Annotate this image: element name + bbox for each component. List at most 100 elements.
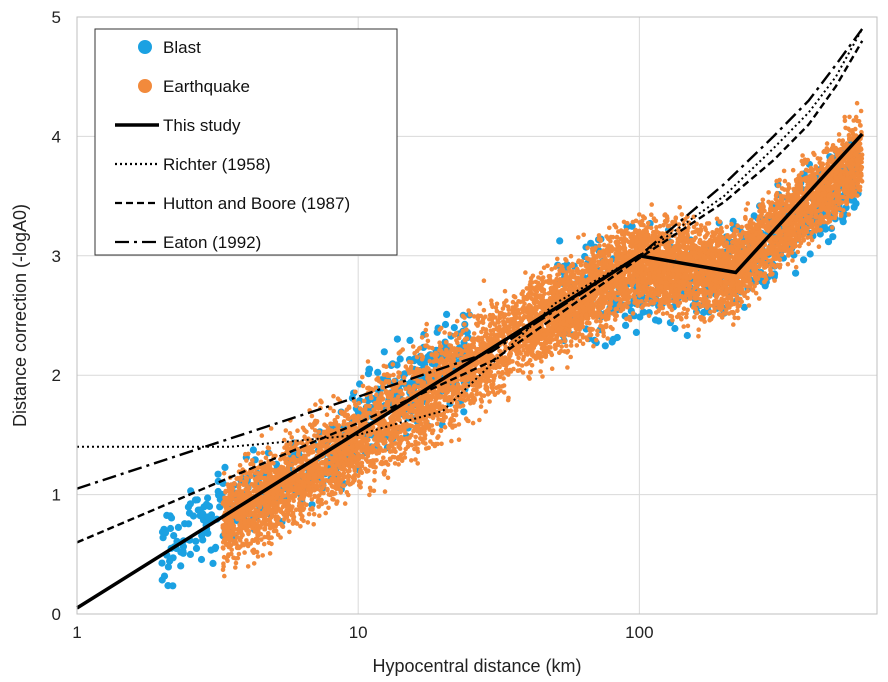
earthquake-point <box>356 400 362 406</box>
earthquake-point <box>455 353 461 358</box>
earthquake-point <box>223 495 229 501</box>
earthquake-point <box>481 373 486 379</box>
earthquake-point <box>311 449 316 455</box>
earthquake-point <box>393 433 399 439</box>
earthquake-point <box>501 390 507 395</box>
earthquake-point <box>379 404 384 409</box>
earthquake-point <box>341 483 347 489</box>
earthquake-point <box>381 429 387 435</box>
earthquake-point <box>415 384 421 390</box>
earthquake-point <box>345 416 351 421</box>
earthquake-point <box>365 446 371 452</box>
earthquake-point <box>480 318 485 324</box>
earthquake-point <box>423 446 429 451</box>
blast-point <box>700 308 708 317</box>
earthquake-point <box>447 343 452 348</box>
earthquake-point <box>392 455 397 460</box>
earthquake-point <box>293 507 299 512</box>
earthquake-point <box>337 430 343 436</box>
earthquake-point <box>313 420 319 426</box>
earthquake-point <box>416 441 421 446</box>
earthquake-point <box>419 400 425 405</box>
earthquake-point <box>445 383 451 388</box>
earthquake-point <box>278 464 284 470</box>
earthquake-point <box>234 476 239 482</box>
earthquake-point <box>313 463 319 469</box>
earthquake-point <box>452 333 458 338</box>
earthquake-point <box>351 399 357 404</box>
earthquake-point <box>241 479 247 485</box>
blast-point <box>824 238 833 246</box>
earthquake-point <box>334 456 339 461</box>
earthquake-point <box>505 397 511 403</box>
earthquake-point <box>489 298 494 304</box>
earthquake-point <box>306 484 311 490</box>
earthquake-point <box>330 484 335 489</box>
earthquake-point <box>455 347 460 353</box>
earthquake-point <box>313 402 318 407</box>
earthquake-point <box>233 560 239 566</box>
earthquake-point <box>415 366 420 372</box>
earthquake-point <box>316 429 322 435</box>
blast-point <box>193 496 201 504</box>
earthquake-point <box>489 385 495 390</box>
earthquake-point <box>386 373 392 379</box>
earthquake-point <box>333 452 338 458</box>
earthquake-point <box>220 545 226 550</box>
earthquake-point <box>289 435 295 440</box>
earthquake-point <box>300 507 306 513</box>
earthquake-point <box>396 417 401 422</box>
earthquake-point <box>245 524 251 530</box>
earthquake-point <box>529 363 535 368</box>
earthquake-point <box>366 468 371 474</box>
earthquake-point <box>418 436 423 441</box>
blast-point <box>393 361 401 369</box>
earthquake-point <box>259 471 264 477</box>
earthquake-point <box>400 410 406 416</box>
blast-point <box>214 487 222 496</box>
earthquake-point <box>265 445 271 450</box>
earthquake-point <box>439 358 445 363</box>
earthquake-point <box>494 325 500 331</box>
earthquake-point <box>328 421 333 427</box>
earthquake-point <box>503 312 508 318</box>
earthquake-point <box>438 325 444 331</box>
earthquake-point <box>446 358 452 363</box>
earthquake-point <box>388 395 394 400</box>
earthquake-point <box>493 315 498 320</box>
earthquake-point <box>369 386 374 392</box>
earthquake-point <box>286 492 292 498</box>
earthquake-point <box>398 434 404 440</box>
blast-point <box>393 335 401 343</box>
earthquake-point <box>221 500 227 506</box>
earthquake-point <box>413 434 419 440</box>
earthquake-point <box>484 331 490 337</box>
earthquake-point <box>309 425 315 430</box>
earthquake-point <box>506 372 511 377</box>
earthquake-point <box>356 457 362 462</box>
earthquake-point <box>462 343 468 349</box>
earthquake-point <box>454 400 460 406</box>
earthquake-point <box>291 454 296 460</box>
earthquake-point <box>306 469 311 475</box>
blast-point <box>204 494 212 502</box>
earthquake-point <box>280 510 286 516</box>
earthquake-point <box>305 520 311 525</box>
earthquake-point <box>263 499 268 505</box>
earthquake-point <box>260 553 266 558</box>
earthquake-point <box>448 422 453 428</box>
earthquake-point <box>372 458 377 463</box>
earthquake-point <box>486 370 492 375</box>
earthquake-point <box>225 558 230 564</box>
earthquake-point <box>322 431 328 437</box>
earthquake-point <box>406 384 412 390</box>
blast-point <box>158 559 166 567</box>
earthquake-point <box>497 313 503 319</box>
earthquake-point <box>415 424 421 430</box>
blast-point <box>249 446 257 454</box>
earthquake-point <box>238 530 244 535</box>
earthquake-point <box>286 487 291 492</box>
blast-point <box>622 321 630 329</box>
earthquake-point <box>511 294 517 299</box>
earthquake-point <box>405 440 411 446</box>
